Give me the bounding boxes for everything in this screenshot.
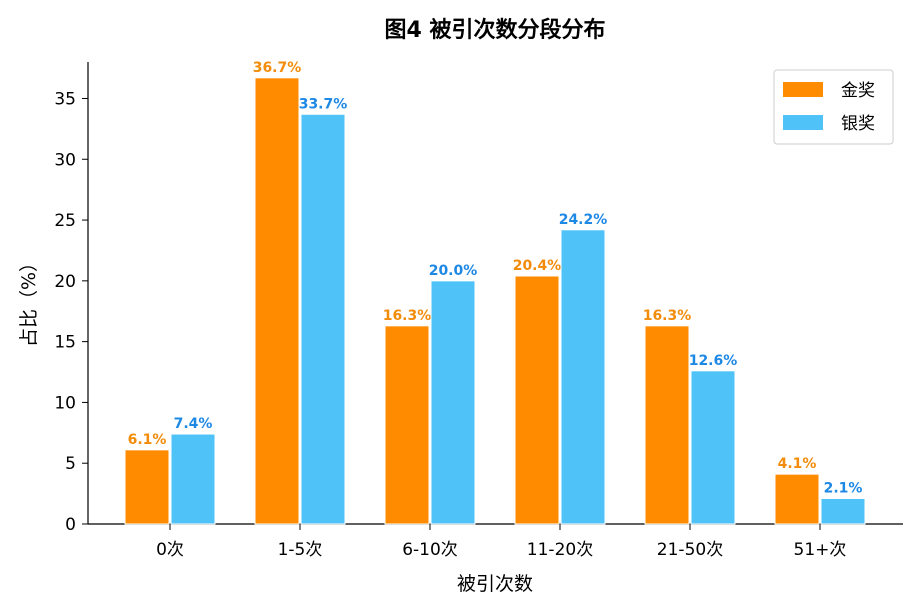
legend-label-gold: 金奖 [841, 81, 875, 101]
data-label: 36.7% [253, 60, 302, 76]
legend: 金奖 银奖 [773, 69, 894, 145]
bar-silver [560, 229, 606, 525]
bar-silver [300, 113, 346, 525]
data-label: 24.2% [559, 212, 608, 228]
data-label: 16.3% [643, 308, 692, 324]
y-tick-label: 5 [65, 454, 76, 474]
bar-gold [254, 77, 300, 525]
data-label: 2.1% [824, 480, 863, 496]
y-tick-label: 0 [65, 515, 76, 535]
bar-silver [430, 280, 476, 525]
y-tick-label: 30 [54, 150, 76, 170]
chart-title: 图4 被引次数分段分布 [385, 17, 606, 43]
y-tick-label: 15 [54, 333, 76, 353]
data-label: 6.1% [128, 432, 167, 448]
y-tick-label: 10 [54, 393, 76, 413]
x-tick-label: 6-10次 [402, 540, 458, 560]
bar-silver [820, 497, 866, 525]
data-label: 33.7% [299, 96, 348, 112]
bar-gold [514, 275, 560, 525]
x-tick-label: 11-20次 [527, 540, 593, 560]
y-axis-label: 占比（%） [18, 253, 40, 347]
bar-gold [774, 473, 820, 525]
bar-gold [384, 325, 430, 525]
data-label: 4.1% [778, 456, 817, 472]
bar-gold [124, 449, 170, 525]
bar-silver [170, 433, 216, 525]
legend-swatch-silver [783, 115, 823, 130]
x-tick-label: 0次 [156, 540, 184, 560]
legend-swatch-gold [783, 82, 823, 97]
data-label: 20.0% [429, 263, 478, 279]
x-tick-label: 51+次 [794, 540, 847, 560]
x-axis-label: 被引次数 [457, 573, 533, 595]
legend-box [773, 69, 894, 145]
data-label: 16.3% [383, 308, 432, 324]
data-label: 20.4% [513, 258, 562, 274]
x-tick-label: 1-5次 [278, 540, 323, 560]
bar-gold [644, 325, 690, 525]
y-tick-label: 20 [54, 272, 76, 292]
legend-label-silver: 银奖 [841, 114, 875, 134]
x-tick-label: 21-50次 [657, 540, 723, 560]
plot-area: 0 5 10 15 20 25 30 35 0次 6.1% 7.4% 1-5次 36.7% 33.7% 6-… [54, 60, 903, 560]
y-tick-label: 35 [54, 89, 76, 109]
data-label: 7.4% [174, 416, 213, 432]
y-tick-label: 25 [54, 211, 76, 231]
data-label: 12.6% [689, 353, 738, 369]
bar-silver [690, 370, 736, 525]
